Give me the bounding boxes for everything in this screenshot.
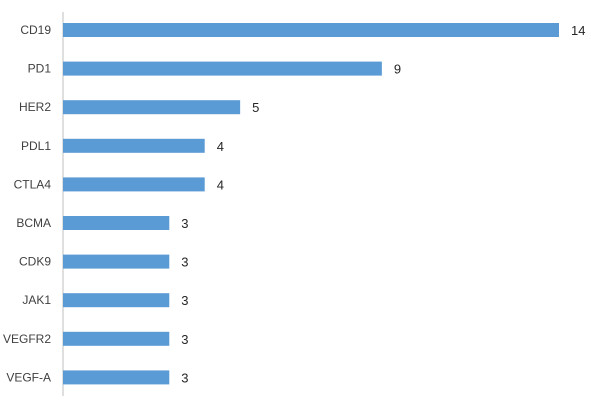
value-label-jak1: 3: [181, 293, 188, 308]
bar-cdk9: [63, 254, 170, 269]
bar-pd1: [63, 61, 382, 76]
category-label-her2: HER2: [19, 100, 51, 114]
bar-bcma: [63, 216, 170, 230]
value-labels-group: 14 9 5 4 4 3 3 3 3 3: [181, 23, 585, 385]
category-labels-group: CD19 PD1 HER2 PDL1 CTLA4 BCMA CDK9 JAK1 VEGFR2 VE…: [3, 23, 51, 384]
bars-group: [63, 23, 559, 385]
category-label-jak1: JAK1: [22, 293, 51, 307]
bar-pdl1: [63, 138, 205, 153]
category-label-vegf-a: VEGF-A: [6, 370, 51, 384]
category-label-bcma: BCMA: [16, 216, 51, 230]
value-label-ctla4: 4: [217, 177, 224, 192]
value-label-her2: 5: [252, 100, 259, 115]
value-label-vegf-a: 3: [181, 370, 188, 385]
value-label-cd19: 14: [571, 23, 585, 38]
bar-cd19: [63, 23, 559, 37]
value-label-pd1: 9: [394, 62, 401, 77]
category-label-cd19: CD19: [20, 23, 51, 37]
bar-her2: [63, 100, 241, 115]
value-label-pdl1: 4: [217, 139, 224, 154]
category-label-pdl1: PDL1: [21, 139, 51, 153]
category-label-vegfr2: VEGFR2: [3, 332, 51, 346]
value-label-vegfr2: 3: [181, 332, 188, 347]
category-label-ctla4: CTLA4: [14, 177, 52, 191]
bar-jak1: [63, 293, 170, 308]
category-label-pd1: PD1: [28, 62, 52, 76]
value-label-cdk9: 3: [181, 255, 188, 270]
bar-vegf-a: [63, 370, 170, 385]
value-label-bcma: 3: [181, 216, 188, 231]
bar-ctla4: [63, 177, 205, 192]
bar-vegfr2: [63, 331, 170, 346]
category-label-cdk9: CDK9: [19, 255, 51, 269]
